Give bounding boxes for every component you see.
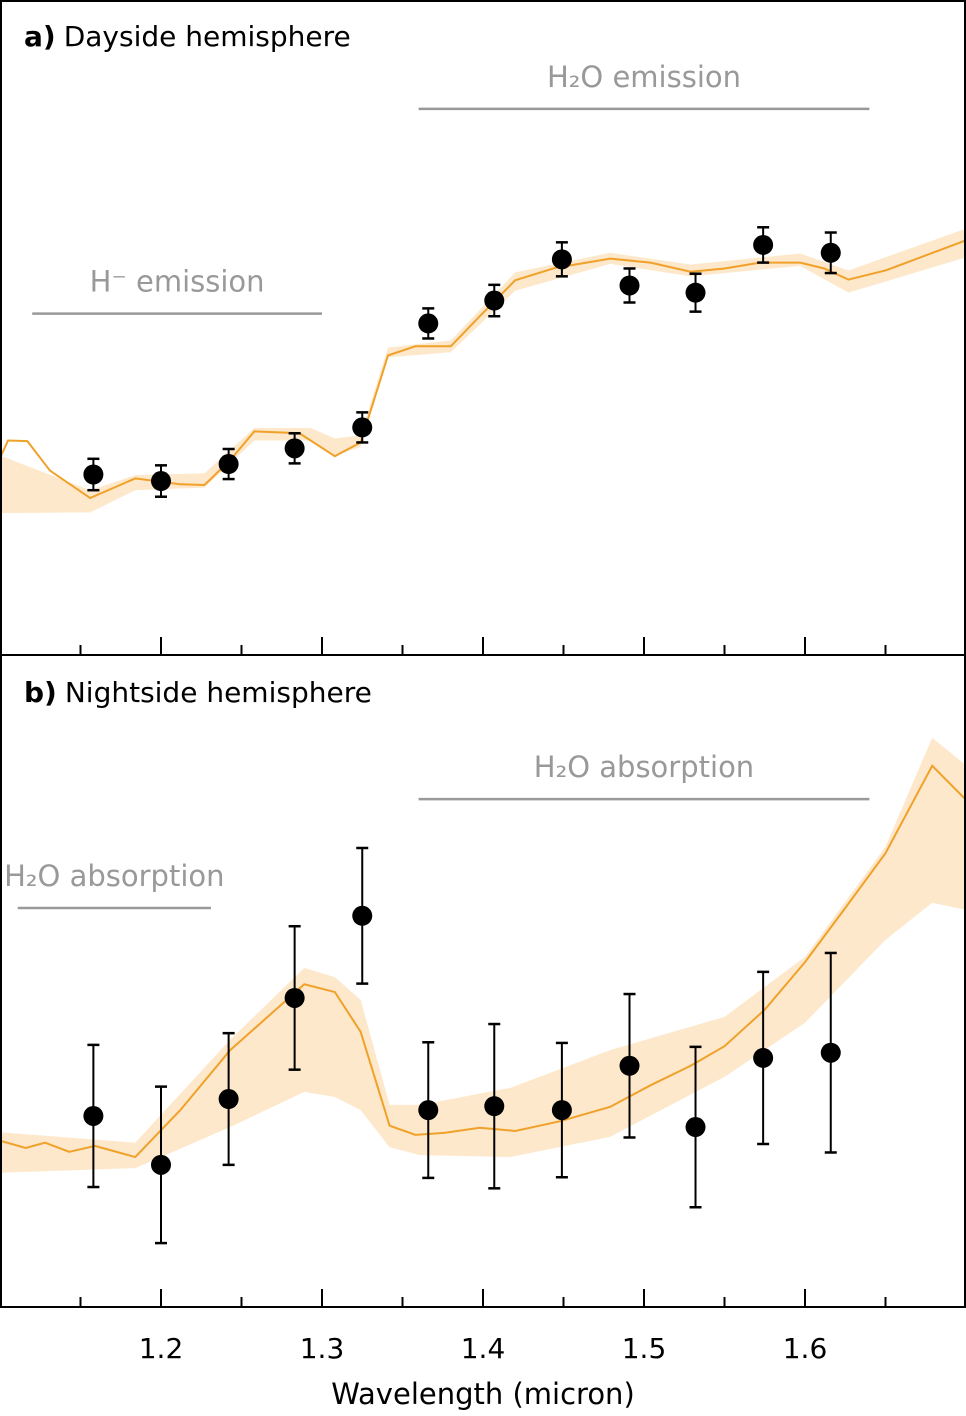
- data-marker: [151, 471, 171, 492]
- x-axis-label: Wavelength (micron): [331, 1377, 635, 1411]
- model-spectrum-line: [0, 239, 966, 500]
- data-point: [151, 464, 171, 498]
- data-point: [83, 1043, 104, 1189]
- data-point: [218, 447, 239, 481]
- data-marker: [551, 1100, 572, 1121]
- data-point: [284, 432, 305, 465]
- data-point: [551, 1041, 572, 1179]
- data-marker: [352, 417, 373, 438]
- data-point: [352, 411, 373, 444]
- annotation-label: H₂O absorption: [534, 750, 754, 784]
- panel-frame: [0, 654, 966, 1308]
- data-marker: [753, 1047, 774, 1068]
- annotation-label: H₂O emission: [547, 60, 741, 94]
- data-marker: [83, 464, 104, 485]
- data-point: [284, 924, 305, 1071]
- data-point: [418, 307, 439, 340]
- data-marker: [352, 905, 373, 926]
- x-tick-label: 1.2: [139, 1332, 184, 1365]
- data-marker: [218, 454, 239, 475]
- data-point: [820, 231, 841, 275]
- panel-b-label: b): [24, 676, 57, 709]
- data-marker: [484, 290, 505, 311]
- data-marker: [820, 242, 841, 263]
- panel-b-title-text: Nightside hemisphere: [65, 676, 372, 709]
- panel-a-title: a) Dayside hemisphere: [24, 20, 351, 53]
- data-point: [484, 1022, 505, 1190]
- data-point: [352, 846, 373, 985]
- data-point: [753, 226, 774, 264]
- model-uncertainty-band: [0, 737, 966, 1173]
- data-marker: [284, 987, 305, 1008]
- x-tick-label: 1.4: [461, 1332, 506, 1365]
- data-point: [151, 1085, 171, 1245]
- data-marker: [619, 1055, 640, 1076]
- data-marker: [284, 438, 305, 459]
- panel-a-dayside: a) Dayside hemisphere H⁻ emission H₂O emis…: [0, 0, 966, 656]
- data-marker: [619, 275, 640, 296]
- data-marker: [820, 1042, 841, 1063]
- data-point: [685, 1045, 706, 1209]
- x-tick-labels: 1.2 1.3 1.4 1.5 1.6: [139, 1332, 828, 1365]
- x-tick-label: 1.6: [783, 1332, 828, 1365]
- data-point: [418, 1041, 439, 1180]
- data-point: [218, 1031, 239, 1167]
- data-marker: [151, 1154, 171, 1175]
- data-marker: [685, 1117, 706, 1138]
- data-marker: [551, 249, 572, 270]
- panel-a-title-text: Dayside hemisphere: [64, 20, 351, 53]
- x-tick-label: 1.3: [300, 1332, 345, 1365]
- data-marker: [484, 1096, 505, 1117]
- annotation-label: H₂O absorption: [4, 859, 224, 893]
- panel-b-title: b) Nightside hemisphere: [24, 676, 372, 709]
- data-point: [83, 457, 104, 492]
- model-spectrum-line: [0, 764, 966, 1159]
- data-marker: [418, 313, 439, 334]
- data-point: [753, 970, 774, 1146]
- data-point: [484, 283, 505, 318]
- data-marker: [83, 1105, 104, 1126]
- data-marker: [418, 1100, 439, 1121]
- data-point: [685, 272, 706, 313]
- data-point: [619, 992, 640, 1139]
- model-uncertainty-band: [0, 228, 966, 514]
- data-marker: [685, 282, 706, 303]
- data-point: [551, 241, 572, 278]
- annotation-label: H⁻ emission: [90, 265, 265, 299]
- data-marker: [218, 1089, 239, 1110]
- panel-b-nightside: b) Nightside hemisphere H₂O absorption H₂O…: [0, 654, 966, 1308]
- x-tick-label: 1.5: [622, 1332, 667, 1365]
- panel-frame: [0, 0, 966, 656]
- data-point: [619, 267, 640, 304]
- data-marker: [753, 234, 774, 255]
- panel-a-label: a): [24, 20, 56, 53]
- data-point: [820, 951, 841, 1154]
